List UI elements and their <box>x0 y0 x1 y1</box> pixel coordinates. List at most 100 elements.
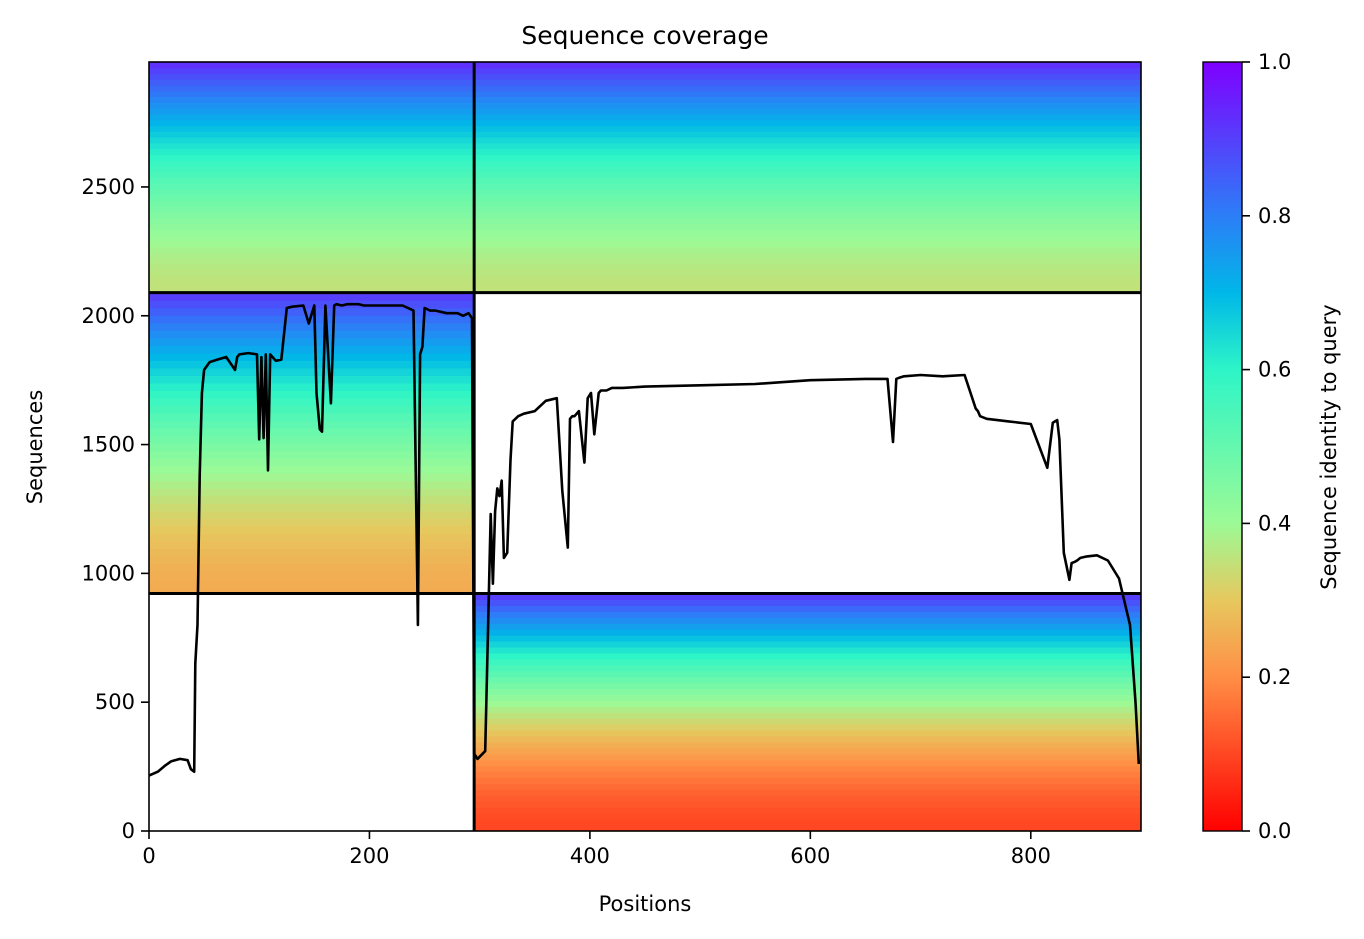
msa-block-band <box>474 131 1141 138</box>
msa-block-band <box>474 125 1141 132</box>
msa-block-band <box>474 240 1141 248</box>
msa-block-band <box>474 605 1141 612</box>
x-tick-label: 600 <box>790 844 830 868</box>
msa-block-band <box>149 223 475 230</box>
msa-block-band <box>149 142 475 150</box>
y-axis-label: Sequences <box>23 390 47 505</box>
msa-block-band <box>149 390 475 399</box>
msa-block-band <box>474 813 1141 820</box>
msa-block-band <box>149 427 475 437</box>
msa-block-band <box>149 382 475 391</box>
msa-block-band <box>149 102 475 109</box>
msa-block-band <box>149 352 475 361</box>
y-tick-label: 1000 <box>82 561 135 585</box>
colorbar-tick-label: 0.8 <box>1258 204 1291 228</box>
msa-block-band <box>474 252 1141 259</box>
msa-block-band <box>474 85 1141 92</box>
msa-block-band <box>149 503 475 512</box>
msa-block-band <box>474 640 1141 648</box>
msa-block-band <box>474 269 1141 276</box>
msa-block-band <box>474 257 1141 265</box>
msa-block-band <box>149 125 475 132</box>
msa-block-band <box>149 585 475 595</box>
msa-block-band <box>474 801 1141 808</box>
msa-block-band <box>474 73 1141 80</box>
msa-block-band <box>474 67 1141 75</box>
y-tick-label: 0 <box>122 819 135 843</box>
msa-block-band <box>149 257 475 265</box>
msa-block-band <box>474 664 1141 672</box>
x-tick-label: 800 <box>1011 844 1051 868</box>
msa-block-band <box>474 142 1141 150</box>
msa-block-band <box>474 741 1141 749</box>
msa-block-band <box>149 443 475 452</box>
msa-block-band <box>149 136 475 144</box>
msa-block-band <box>474 682 1141 690</box>
msa-block-band <box>474 646 1141 654</box>
msa-block-band <box>149 540 475 549</box>
msa-block-band <box>474 795 1141 802</box>
msa-block-band <box>474 730 1141 737</box>
msa-block-band <box>149 397 475 407</box>
msa-block-band <box>474 206 1141 213</box>
msa-block-band <box>474 200 1141 207</box>
msa-block-band <box>474 136 1141 144</box>
msa-block-band <box>474 819 1141 826</box>
msa-block-band <box>149 119 475 127</box>
msa-block-band <box>474 706 1141 713</box>
msa-block-band <box>474 108 1141 115</box>
msa-block-band <box>474 183 1141 190</box>
msa-block-band <box>474 688 1141 696</box>
colorbar-ticks: 0.0 0.2 0.4 0.6 0.8 1.0 <box>1242 50 1291 843</box>
msa-block-band <box>149 234 475 242</box>
msa-block-band <box>149 563 475 572</box>
msa-block-band <box>149 405 475 414</box>
msa-block-band <box>474 229 1141 236</box>
msa-block-band <box>474 211 1141 219</box>
msa-block-band <box>474 676 1141 684</box>
msa-block-band <box>149 518 475 527</box>
msa-block-band <box>149 322 475 331</box>
msa-block-band <box>149 62 475 69</box>
msa-block-band <box>474 119 1141 127</box>
msa-block-band <box>149 67 475 75</box>
msa-block-band <box>149 412 475 422</box>
msa-block-band <box>474 623 1141 630</box>
msa-block-band <box>474 148 1141 155</box>
msa-block-band <box>149 281 475 288</box>
msa-block-band <box>149 367 475 376</box>
msa-block-band <box>474 177 1141 184</box>
y-tick-label: 1500 <box>82 433 135 457</box>
msa-block-band <box>149 79 475 86</box>
msa-block-band <box>474 102 1141 109</box>
colorbar-tick-label: 0.6 <box>1258 358 1291 382</box>
msa-block-band <box>474 629 1141 636</box>
msa-block-band <box>474 188 1141 196</box>
msa-block-band <box>149 211 475 219</box>
x-axis-label: Positions <box>599 892 692 916</box>
colorbar <box>1202 61 1243 832</box>
y-tick-label: 2500 <box>82 175 135 199</box>
chart-title: Sequence coverage <box>521 21 768 50</box>
msa-block-band <box>474 154 1141 161</box>
msa-block-band <box>149 96 475 103</box>
msa-block-band <box>149 275 475 282</box>
msa-block-band <box>474 635 1141 642</box>
msa-block-band <box>474 223 1141 230</box>
msa-block <box>474 62 1141 294</box>
colorbar-label: Sequence identity to query <box>1317 304 1341 589</box>
msa-block-band <box>149 420 475 429</box>
msa-block-band <box>474 599 1141 606</box>
msa-block-band <box>149 246 475 253</box>
msa-block-band <box>149 570 475 580</box>
msa-block-band <box>149 450 475 459</box>
msa-block-band <box>149 337 475 346</box>
msa-block-band <box>474 759 1141 767</box>
msa-block-band <box>474 789 1141 796</box>
msa-block-band <box>149 200 475 207</box>
msa-block-band <box>149 480 475 489</box>
msa-block-band <box>149 495 475 504</box>
msa-block-band <box>474 246 1141 253</box>
msa-block-band <box>474 718 1141 725</box>
msa-block-band <box>149 154 475 161</box>
